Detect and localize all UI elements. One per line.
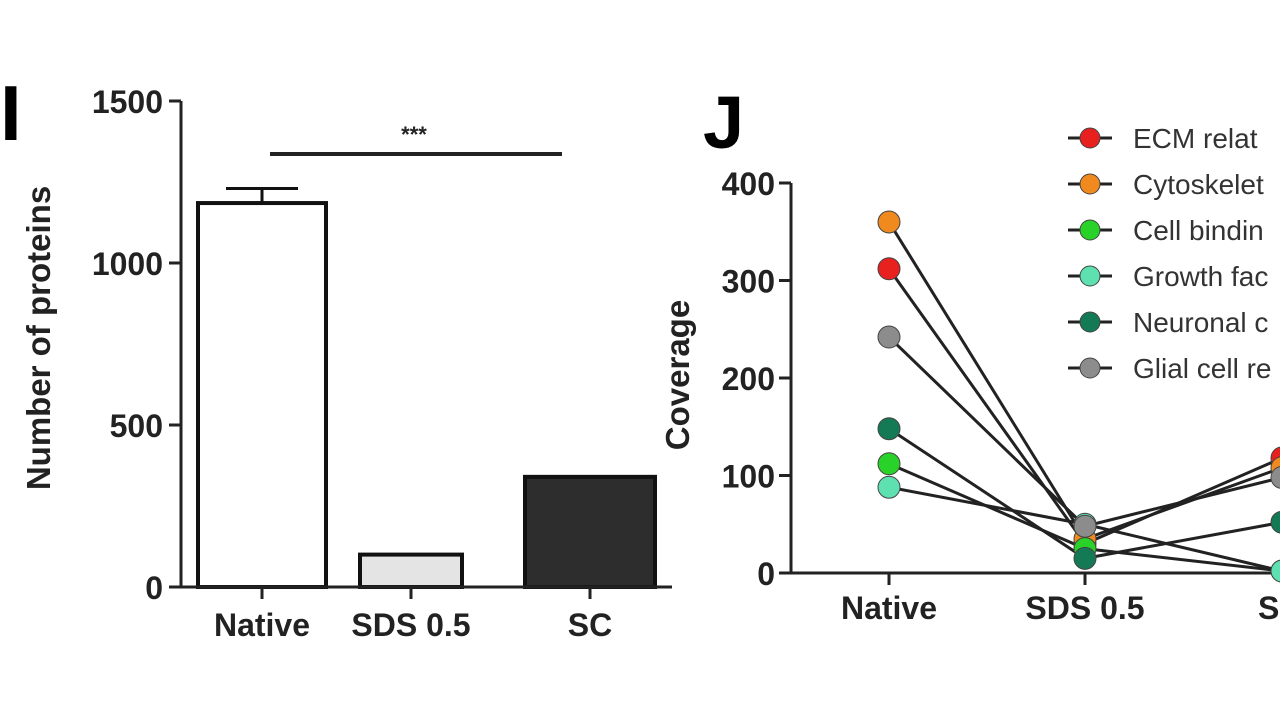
y-tick-label: 200: [722, 361, 775, 397]
y-axis-i: 0 500 1000 1500: [92, 84, 183, 606]
x-tick-label: Native: [214, 607, 310, 643]
data-point: [877, 452, 901, 476]
data-point: [1073, 546, 1097, 570]
x-tick-label: SDS 0.5: [1025, 590, 1144, 626]
legend-marker: [1079, 357, 1101, 379]
y-axis-j: 0 100 200 300 400: [722, 166, 793, 592]
legend-label: Cytoskelet: [1133, 169, 1264, 200]
bar: [358, 552, 464, 589]
legend-marker: [1079, 311, 1101, 333]
data-point: [1270, 510, 1280, 534]
legend-marker: [1079, 173, 1101, 195]
bar-chart-i: 0 500 1000 1500 Native SDS 0.5 SC Number of p…: [20, 84, 672, 643]
bar: [196, 201, 328, 589]
y-axis-title-j: Coverage: [659, 300, 696, 450]
legend-label: ECM relat: [1133, 123, 1258, 154]
legend-label: Neuronal c: [1133, 307, 1268, 338]
legend-marker: [1079, 265, 1101, 287]
x-tick-label: SC: [568, 607, 612, 643]
data-point: [877, 325, 901, 349]
data-point: [877, 257, 901, 281]
y-tick-label: 0: [145, 570, 163, 606]
significance-label: ***: [401, 122, 427, 147]
legend-label: Cell bindin: [1133, 215, 1264, 246]
data-point: [877, 417, 901, 441]
data-point: [877, 475, 901, 499]
panel-label-i: I: [0, 69, 22, 157]
y-tick-label: 1000: [92, 246, 163, 282]
legend-label: Growth fac: [1133, 261, 1268, 292]
legend: ECM relat Cytoskelet Cell bindin Growth fac…: [1068, 123, 1271, 384]
significance-bracket: ***: [270, 122, 562, 156]
x-tick-label: Native: [841, 590, 937, 626]
y-tick-label: 400: [722, 166, 775, 202]
legend-marker: [1079, 219, 1101, 241]
y-tick-label: 300: [722, 264, 775, 300]
data-point: [1073, 514, 1097, 538]
x-tick-label: SDS 0.5: [351, 607, 470, 643]
x-tick-label: S: [1258, 590, 1279, 626]
y-tick-label: 100: [722, 459, 775, 495]
bar: [523, 474, 657, 589]
bars-group: [196, 186, 657, 589]
y-tick-label: 1500: [92, 84, 163, 120]
line-chart-j: 0 100 200 300 400 Native SDS 0.5 S Coverage EC…: [659, 123, 1280, 626]
legend-marker: [1079, 127, 1101, 149]
x-axis-j: Native SDS 0.5 S: [791, 571, 1280, 626]
x-axis-i: Native SDS 0.5 SC: [181, 585, 672, 643]
legend-label: Glial cell re: [1133, 353, 1271, 384]
panel-label-j: J: [703, 81, 744, 164]
y-axis-title-i: Number of proteins: [20, 186, 57, 490]
y-tick-label: 0: [757, 556, 775, 592]
data-point: [877, 210, 901, 234]
data-point: [1270, 466, 1280, 489]
data-point: [1270, 559, 1280, 583]
y-tick-label: 500: [110, 408, 163, 444]
series-lines: [877, 210, 1280, 583]
